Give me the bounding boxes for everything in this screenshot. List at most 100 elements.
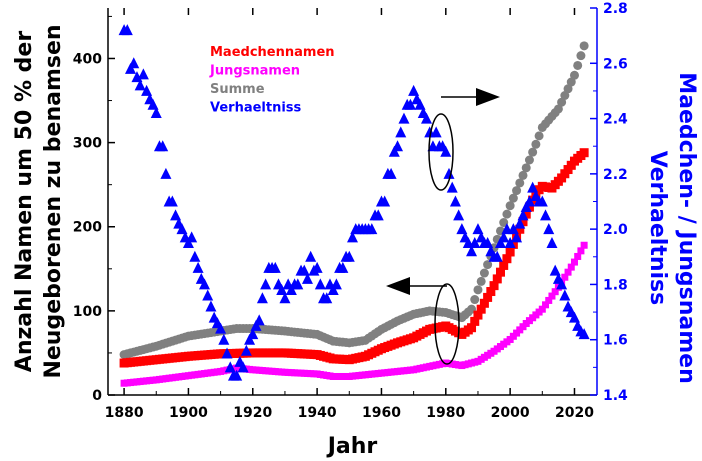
point-verhaeltniss [559, 289, 571, 301]
y-right-tick-label: 2.2 [603, 167, 628, 183]
point-summe [573, 60, 583, 70]
point-verhaeltniss [372, 209, 384, 221]
point-verhaeltniss [215, 322, 227, 334]
point-maedchennamen [492, 274, 502, 284]
chart-marks [118, 24, 590, 387]
point-summe [479, 268, 489, 278]
point-verhaeltniss [134, 79, 146, 91]
point-summe [563, 84, 573, 94]
point-verhaeltniss [147, 98, 159, 110]
point-maedchennamen [499, 260, 509, 270]
annotation-ellipse-right [428, 113, 454, 191]
point-verhaeltniss [511, 231, 523, 243]
point-verhaeltniss [556, 278, 568, 290]
point-verhaeltniss [301, 272, 313, 284]
y-left-axis-label: Anzahl Namen um 50 % der [12, 31, 37, 373]
point-verhaeltniss [269, 261, 281, 273]
point-summe [512, 186, 522, 196]
point-verhaeltniss [504, 236, 516, 248]
x-tick-label: 1900 [169, 405, 208, 421]
point-verhaeltniss [150, 107, 162, 119]
series-jungsnamen [120, 241, 588, 387]
point-verhaeltniss [536, 195, 548, 207]
point-verhaeltniss [128, 57, 140, 69]
point-summe [569, 70, 579, 80]
point-verhaeltniss [256, 292, 268, 304]
point-verhaeltniss [523, 195, 535, 207]
x-tick-label: 1940 [298, 405, 337, 421]
point-verhaeltniss [192, 261, 204, 273]
point-verhaeltniss [176, 223, 188, 235]
point-verhaeltniss [141, 84, 153, 96]
point-jungsnamen [538, 305, 546, 313]
x-tick-label: 2020 [555, 405, 594, 421]
point-maedchennamen [495, 267, 505, 277]
point-verhaeltniss [186, 231, 198, 243]
y-left-tick-label: 0 [92, 388, 102, 404]
y-right-tick-label: 2.4 [603, 112, 628, 128]
point-verhaeltniss [469, 236, 481, 248]
y-right-axis-label: Verhaeltniss [645, 151, 670, 305]
point-summe [560, 90, 570, 100]
axis-labels: Jahr Anzahl Namen um 50 % der Neugeborenen… [12, 24, 699, 459]
point-maedchennamen [515, 224, 525, 234]
point-verhaeltniss [520, 201, 532, 213]
point-jungsnamen [545, 296, 553, 304]
point-verhaeltniss [414, 98, 426, 110]
point-jungsnamen [574, 252, 582, 260]
point-verhaeltniss [517, 209, 529, 221]
point-verhaeltniss [240, 344, 252, 356]
legend-entry: Verhaeltniss [210, 101, 302, 116]
point-verhaeltniss [466, 245, 478, 257]
point-verhaeltniss [327, 283, 339, 295]
point-verhaeltniss [221, 347, 233, 359]
point-verhaeltniss [379, 195, 391, 207]
point-verhaeltniss [398, 112, 410, 124]
y-left-tick-label: 200 [73, 220, 102, 236]
y-right-tick-label: 1.6 [603, 333, 628, 349]
point-verhaeltniss [160, 167, 172, 179]
point-maedchennamen [524, 202, 534, 212]
point-verhaeltniss [446, 181, 458, 193]
point-jungsnamen [567, 263, 575, 271]
point-summe [553, 104, 563, 114]
point-jungsnamen [548, 292, 556, 300]
point-maedchennamen [479, 298, 489, 308]
point-verhaeltniss [231, 369, 243, 381]
point-verhaeltniss [244, 333, 256, 345]
point-summe [515, 178, 525, 188]
point-verhaeltniss [279, 292, 291, 304]
point-summe [470, 295, 480, 305]
point-jungsnamen [570, 258, 578, 266]
point-maedchennamen [483, 292, 493, 302]
point-verhaeltniss [404, 98, 416, 110]
point-verhaeltniss [430, 126, 442, 138]
point-verhaeltniss [408, 84, 420, 96]
legend: Maedchennamen Jungsnamen Summe Verhaeltniss [209, 45, 335, 116]
point-verhaeltniss [543, 223, 555, 235]
point-maedchennamen [502, 254, 512, 264]
legend-entry: Maedchennamen [210, 45, 335, 60]
y-right-axis-label: Maedchen- / Jungsnamen [674, 72, 699, 384]
point-summe [521, 163, 531, 173]
point-verhaeltniss [253, 314, 265, 326]
y-left-tick-label: 100 [73, 304, 102, 320]
point-maedchennamen [467, 323, 477, 333]
annotation-ellipse-left [434, 283, 460, 365]
point-verhaeltniss [366, 223, 378, 235]
point-verhaeltniss [491, 250, 503, 262]
point-verhaeltniss [182, 236, 194, 248]
point-summe [499, 218, 509, 228]
point-verhaeltniss [189, 250, 201, 262]
point-summe [476, 276, 486, 286]
x-tick-label: 1880 [105, 405, 144, 421]
point-verhaeltniss [347, 231, 358, 243]
point-verhaeltniss [202, 289, 214, 301]
point-verhaeltniss [527, 181, 539, 193]
point-verhaeltniss [298, 264, 310, 276]
y-right-tick-label: 1.8 [603, 277, 628, 293]
y-right-tick-label: 2.0 [603, 222, 628, 238]
x-tick-label: 1920 [233, 405, 272, 421]
point-jungsnamen [561, 273, 569, 281]
point-verhaeltniss [292, 278, 304, 290]
